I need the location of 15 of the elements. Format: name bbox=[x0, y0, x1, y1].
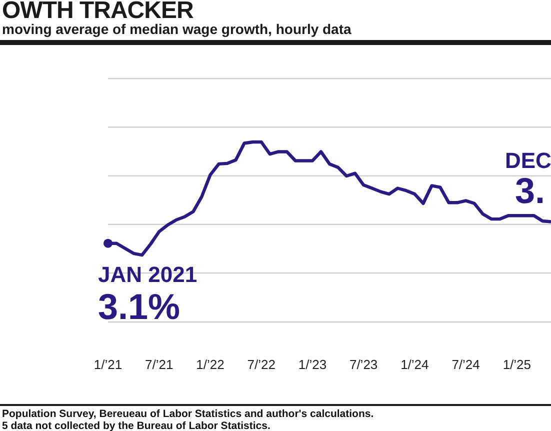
x-tick-label: 7/’21 bbox=[145, 357, 174, 372]
chart-subtitle: moving average of median wage growth, hourly data bbox=[2, 21, 352, 37]
x-tick-label: 1/’22 bbox=[196, 357, 224, 372]
chart-title: OWTH TRACKER bbox=[2, 0, 194, 24]
annotation: 3.1% bbox=[98, 286, 180, 328]
x-tick-label: 1/’24 bbox=[400, 357, 429, 372]
annotation: JAN 2021 bbox=[98, 262, 198, 288]
text: 5 data not collected by the Bureau of Labor Statistics. bbox=[2, 420, 270, 431]
x-tick-label: 7/’23 bbox=[349, 357, 378, 372]
x-tick-label: 7/’22 bbox=[247, 357, 276, 372]
x-tick-label: 7/’24 bbox=[452, 357, 480, 372]
x-tick-label: 1/’23 bbox=[298, 357, 327, 372]
x-tick-label: 1/’21 bbox=[94, 357, 122, 372]
text: Population Survey, Bereueau of Labor Statistics and author's calculations. bbox=[2, 408, 374, 420]
x-tick-label: 1/’25 bbox=[502, 357, 532, 372]
